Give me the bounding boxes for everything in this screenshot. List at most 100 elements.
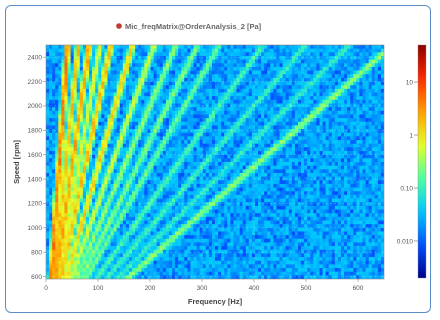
heatmap-cell: [230, 96, 234, 101]
heatmap-cell: [168, 162, 173, 167]
heatmap-cell: [144, 85, 148, 90]
heatmap-cell: [61, 45, 65, 50]
heatmap-cell: [104, 55, 108, 60]
heatmap-cell: [374, 180, 379, 185]
heatmap-cell: [85, 99, 90, 104]
heatmap-cell: [285, 110, 290, 115]
heatmap-cell: [107, 202, 111, 207]
heatmap-cell: [132, 162, 136, 167]
heatmap-cell: [242, 151, 247, 156]
heatmap-cell: [159, 129, 164, 134]
heatmap-cell: [76, 114, 81, 119]
heatmap-cell: [334, 63, 339, 68]
heatmap-cell: [165, 81, 170, 86]
heatmap-cell: [132, 194, 136, 199]
heatmap-cell: [82, 143, 87, 148]
heatmap-cell: [340, 202, 345, 207]
heatmap-cell: [199, 66, 204, 71]
heatmap-cell: [162, 45, 167, 50]
heatmap-cell: [193, 180, 197, 185]
heatmap-cell: [150, 48, 154, 53]
heatmap-cell: [101, 202, 105, 207]
heatmap-cell: [89, 74, 93, 79]
heatmap-cell: [46, 59, 50, 64]
heatmap-cell: [362, 151, 366, 156]
heatmap-cell: [113, 143, 118, 148]
heatmap-cell: [313, 187, 317, 192]
heatmap-cell: [150, 136, 154, 141]
heatmap-cell: [322, 66, 326, 71]
heatmap-cell: [187, 66, 191, 71]
heatmap-cell: [264, 202, 268, 207]
heatmap-cell: [359, 187, 363, 192]
heatmap-cell: [273, 147, 277, 152]
heatmap-cell: [181, 70, 185, 75]
heatmap-cell: [334, 70, 339, 75]
heatmap-cell: [254, 81, 259, 86]
heatmap-cell: [242, 147, 247, 152]
heatmap-cell: [215, 92, 219, 97]
heatmap-cell: [331, 154, 336, 159]
heatmap-cell: [313, 172, 317, 177]
heatmap-cell: [187, 198, 191, 203]
heatmap-cell: [184, 107, 188, 112]
heatmap-cell: [85, 45, 90, 50]
heatmap-cell: [371, 110, 376, 115]
heatmap-cell: [304, 66, 308, 71]
heatmap-cell: [55, 151, 59, 156]
heatmap-cell: [304, 205, 308, 210]
heatmap-cell: [101, 85, 105, 90]
heatmap-cell: [282, 63, 287, 68]
heatmap-cell: [107, 110, 111, 115]
heatmap-cell: [122, 136, 127, 141]
heatmap-cell: [141, 202, 145, 207]
heatmap-cell: [374, 187, 379, 192]
heatmap-cell: [147, 136, 151, 141]
heatmap-cell: [270, 143, 274, 148]
heatmap-cell: [138, 55, 142, 60]
heatmap-cell: [239, 180, 243, 185]
heatmap-cell: [264, 162, 268, 167]
heatmap-cell: [377, 165, 382, 170]
heatmap-cell: [110, 205, 114, 210]
heatmap-cell: [107, 132, 111, 137]
heatmap-cell: [371, 63, 376, 68]
heatmap-cell: [76, 147, 81, 152]
heatmap-cell: [294, 154, 299, 159]
heatmap-cell: [125, 132, 130, 137]
heatmap-cell: [162, 176, 167, 181]
heatmap-cell: [245, 165, 250, 170]
heatmap-cell: [273, 129, 277, 134]
heatmap-cell: [211, 143, 216, 148]
heatmap-cell: [258, 63, 262, 68]
heatmap-cell: [273, 77, 277, 82]
heatmap-cell: [221, 48, 225, 53]
heatmap-cell: [67, 81, 71, 86]
heatmap-cell: [193, 194, 197, 199]
heatmap-cell: [331, 88, 336, 93]
heatmap-cell: [377, 180, 382, 185]
heatmap-cell: [258, 125, 262, 130]
heatmap-cell: [208, 129, 213, 134]
heatmap-cell: [227, 202, 231, 207]
heatmap-cell: [362, 92, 366, 97]
heatmap-cell: [113, 154, 118, 159]
heatmap-cell: [187, 202, 191, 207]
heatmap-cell: [113, 70, 118, 75]
heatmap-cell: [187, 88, 191, 93]
heatmap-cell: [138, 125, 142, 130]
heatmap-cell: [110, 63, 114, 68]
heatmap-cell: [49, 45, 53, 50]
heatmap-cell: [344, 151, 348, 156]
heatmap-cell: [239, 140, 243, 145]
heatmap-cell: [211, 132, 216, 137]
heatmap-cell: [153, 194, 157, 199]
heatmap-cell: [73, 125, 78, 130]
heatmap-cell: [85, 158, 90, 163]
heatmap-cell: [159, 74, 164, 79]
heatmap-cell: [347, 202, 351, 207]
heatmap-cell: [95, 140, 99, 145]
heatmap-cell: [365, 48, 369, 53]
heatmap-cell: [101, 77, 105, 82]
heatmap-cell: [196, 154, 200, 159]
